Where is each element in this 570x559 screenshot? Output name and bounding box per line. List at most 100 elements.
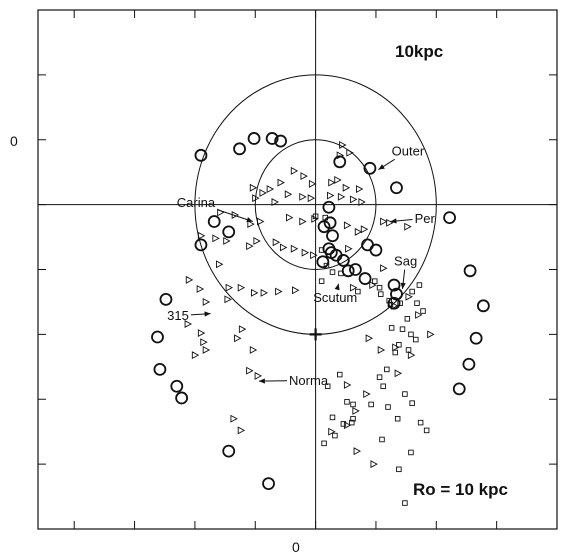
annotation-arrowhead-per xyxy=(390,218,397,224)
triangle-marker xyxy=(197,329,206,338)
reference-circle-1 xyxy=(254,139,377,270)
triangle-marker xyxy=(370,460,378,469)
triangle-marker xyxy=(249,183,258,192)
triangle-marker xyxy=(380,264,388,273)
circle-marker xyxy=(322,200,336,214)
square-marker xyxy=(318,278,325,284)
circle-marker xyxy=(336,254,350,267)
triangle-marker xyxy=(342,183,351,192)
triangle-marker xyxy=(237,283,246,292)
square-marker xyxy=(387,301,394,308)
triangle-marker xyxy=(275,287,283,296)
triangle-marker xyxy=(202,345,211,354)
triangle-marker xyxy=(223,237,231,245)
square-marker xyxy=(324,383,331,390)
circle-marker xyxy=(469,331,483,345)
circle-marker xyxy=(247,132,261,145)
triangle-marker xyxy=(311,214,319,223)
triangle-marker xyxy=(257,217,265,226)
triangle-marker xyxy=(271,198,279,206)
triangle-marker xyxy=(300,172,308,181)
square-marker xyxy=(420,308,426,314)
triangle-marker xyxy=(272,238,281,247)
triangle-marker xyxy=(215,260,224,269)
square-marker xyxy=(371,278,378,284)
circle-marker xyxy=(194,238,208,252)
triangle-marker xyxy=(328,427,336,436)
triangle-marker xyxy=(352,406,360,415)
triangle-marker xyxy=(346,148,354,157)
square-marker xyxy=(385,404,391,410)
square-marker xyxy=(405,347,412,353)
square-marker xyxy=(340,421,347,427)
circle-marker xyxy=(233,142,246,156)
square-marker xyxy=(322,214,329,221)
sun-marker xyxy=(309,328,322,341)
circle-marker xyxy=(326,229,339,243)
triangle-marker xyxy=(415,310,423,319)
triangle-marker xyxy=(334,176,342,184)
square-marker xyxy=(404,316,411,322)
triangle-marker xyxy=(356,185,364,194)
square-marker xyxy=(350,415,356,422)
square-marker xyxy=(350,401,356,408)
triangle-marker xyxy=(299,217,307,226)
triangle-marker xyxy=(363,390,371,399)
triangle-marker xyxy=(427,330,435,339)
annotations: Outer Carina Per Sag Scutum 315 Norma xyxy=(167,143,435,388)
square-marker xyxy=(380,383,386,390)
annotation-per: Per xyxy=(415,211,436,226)
triangle-marker xyxy=(254,371,263,380)
circle-marker xyxy=(222,444,236,458)
triangle-marker xyxy=(349,283,358,292)
square-marker xyxy=(408,449,414,456)
square-marker xyxy=(392,349,399,356)
circle-marker xyxy=(387,278,401,292)
square-marker xyxy=(368,401,374,408)
square-marker xyxy=(312,213,319,220)
triangle-marker xyxy=(196,285,205,293)
triangle-marker xyxy=(339,140,347,149)
annotation-arrowhead-315 xyxy=(204,311,211,317)
square-marker xyxy=(355,288,361,295)
circle-marker xyxy=(462,357,476,371)
reference-circles xyxy=(194,74,437,341)
triangle-marker xyxy=(407,351,416,360)
triangle-marker xyxy=(307,194,316,203)
triangle-marker xyxy=(197,231,206,240)
circle-marker xyxy=(452,382,466,396)
triangle-marker xyxy=(266,185,275,194)
x-tick-label-0: 0 xyxy=(292,539,300,555)
square-marker xyxy=(396,342,402,348)
triangle-marker xyxy=(377,345,386,354)
circle-marker xyxy=(170,379,184,393)
triangle-marker xyxy=(286,213,294,222)
triangle-marker xyxy=(252,194,260,203)
triangle-marker xyxy=(237,426,246,435)
circle-marker xyxy=(333,155,347,169)
triangle-marker xyxy=(353,447,361,456)
circle-marker xyxy=(363,161,377,175)
triangle-marker xyxy=(238,325,247,334)
triangle-marker xyxy=(246,366,254,375)
triangle-marker xyxy=(358,198,366,206)
square-marker xyxy=(329,414,336,421)
circle-marker xyxy=(463,264,477,278)
triangle-marker xyxy=(249,345,258,354)
triangle-marker xyxy=(212,234,220,243)
triangle-marker xyxy=(343,221,352,230)
triangle-marker xyxy=(224,295,232,304)
circle-marker xyxy=(207,215,221,228)
annotation-315: 315 xyxy=(167,308,189,323)
triangle-marker xyxy=(191,351,200,360)
triangle-marker xyxy=(380,217,388,226)
square-marker xyxy=(397,300,403,306)
triangle-marker xyxy=(354,227,363,236)
data-markers xyxy=(151,132,490,506)
annotation-outer: Outer xyxy=(392,143,425,158)
triangle-marker xyxy=(386,218,394,227)
square-marker xyxy=(338,270,344,277)
annotation-arrowhead-norma xyxy=(258,378,265,384)
triangle-marker xyxy=(250,288,259,297)
